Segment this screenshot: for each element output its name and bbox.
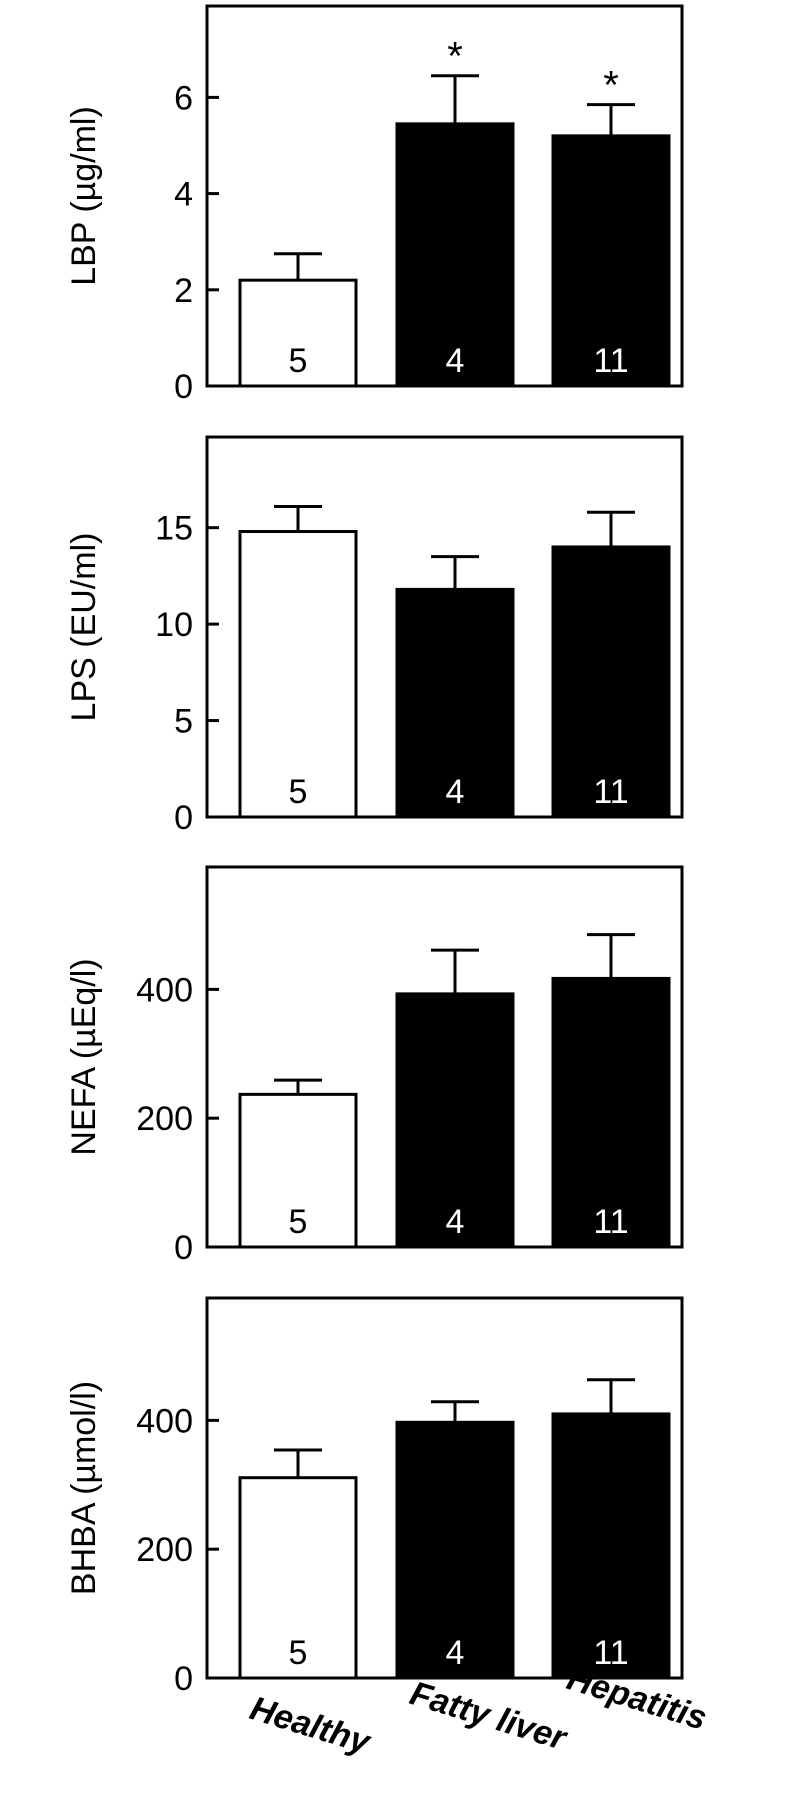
y-tick-label: 0 — [174, 1660, 193, 1698]
bar-healthy — [238, 1476, 358, 1680]
n-label: 5 — [289, 773, 308, 811]
panel-lps: 0 5 10 15 LPS (EU/ml) 5 4 11 — [65, 435, 684, 837]
n-label: 4 — [446, 1634, 465, 1672]
y-axis-label: BHBA (µmol/l) — [65, 1381, 103, 1595]
y-tick-label: 15 — [155, 510, 193, 548]
n-label: 5 — [289, 1203, 308, 1241]
y-tick-label: 200 — [136, 1100, 193, 1138]
y-axis-label: NEFA (µEq/l) — [65, 958, 103, 1155]
bar-hepatitis — [551, 545, 671, 819]
y-axis-label: LBP (µg/ml) — [65, 106, 103, 286]
bar-healthy — [238, 530, 358, 819]
n-label: 11 — [593, 1203, 628, 1241]
x-category-label-fatty-liver: Fatty liver — [406, 1674, 572, 1758]
y-tick-label: 0 — [174, 799, 193, 837]
significance-star: * — [603, 64, 619, 108]
bar-hepatitis — [551, 1412, 671, 1680]
significance-star: * — [447, 35, 463, 79]
n-label: 5 — [289, 342, 308, 380]
bar-fatty-liver — [395, 992, 515, 1249]
bar-hepatitis — [551, 976, 671, 1249]
n-label: 4 — [446, 342, 465, 380]
bar-fatty-liver — [395, 122, 515, 388]
bar-fatty-liver — [395, 1420, 515, 1680]
y-tick-label: 0 — [174, 1229, 193, 1267]
bar-healthy — [238, 278, 358, 388]
panel-lbp: 0 2 4 6 LBP (µg/ml) 5 4 * 11 * — [65, 4, 684, 406]
n-label: 4 — [446, 1203, 465, 1241]
panel-nefa: 0 200 400 NEFA (µEq/l) 5 4 11 — [65, 865, 684, 1267]
y-tick-label: 10 — [155, 606, 193, 644]
y-tick-label: 2 — [174, 272, 193, 310]
x-category-label-healthy: Healthy — [246, 1689, 377, 1762]
y-tick-label: 200 — [136, 1531, 193, 1569]
n-label: 5 — [289, 1634, 308, 1672]
n-label: 4 — [446, 773, 465, 811]
n-label: 11 — [593, 773, 628, 811]
y-axis-label: LPS (EU/ml) — [65, 533, 103, 722]
y-tick-label: 0 — [174, 368, 193, 406]
y-tick-label: 5 — [174, 703, 193, 741]
panels: 0 2 4 6 LBP (µg/ml) 5 4 * 11 * 0 5 10 15 LPS (EU/ml) 5 4… — [65, 4, 684, 1698]
bar-healthy — [238, 1092, 358, 1249]
y-tick-label: 6 — [174, 79, 193, 117]
bar-hepatitis — [551, 134, 671, 388]
y-tick-label: 4 — [174, 176, 193, 214]
y-tick-label: 400 — [136, 971, 193, 1009]
bar-fatty-liver — [395, 587, 515, 819]
n-label: 11 — [593, 342, 628, 380]
n-label: 11 — [593, 1634, 628, 1672]
panel-bhba: 0 200 400 BHBA (µmol/l) 5 4 11 — [65, 1296, 684, 1698]
y-tick-label: 400 — [136, 1402, 193, 1440]
